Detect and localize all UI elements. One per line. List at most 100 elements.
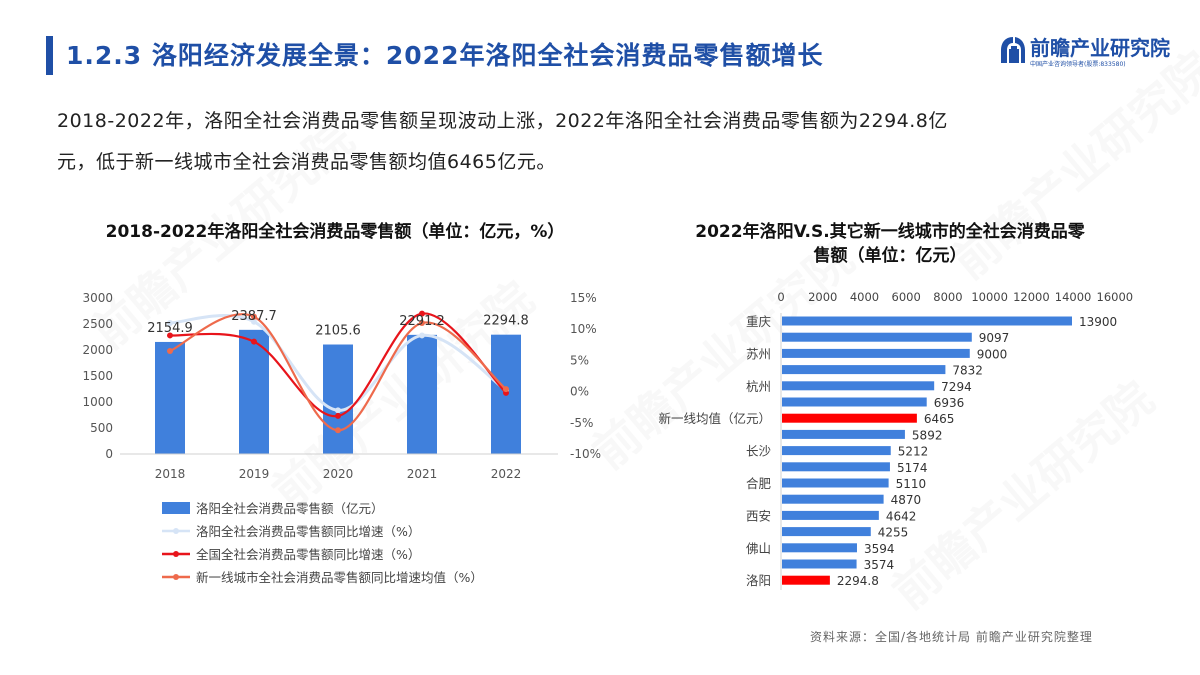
bar	[782, 429, 905, 439]
city-comparison-bar-chart: 0 2000 4000 6000 8000 10000 12000 14000 16000 13…	[658, 290, 1133, 590]
bar	[782, 559, 857, 569]
category-label: 苏州	[746, 346, 771, 361]
data-source-note: 资料来源：全国/各地统计局 前瞻产业研究院整理	[810, 630, 1093, 644]
category-label: 长沙	[746, 444, 772, 459]
y2-tick-label: -5%	[570, 416, 593, 430]
legend-item: 新一线城市全社会消费品零售额同比增速均值（%）	[162, 565, 483, 588]
category-label: 杭州	[746, 379, 771, 394]
summary-line-2: 元，低于新一线城市全社会消费品零售额均值6465亿元。	[57, 151, 556, 173]
summary-line-1: 2018-2022年，洛阳全社会消费品零售额呈现波动上涨，2022年洛阳全社会消…	[57, 110, 948, 132]
right-chart-title: 2022年洛阳V.S.其它新一线城市的全社会消费品零 售额（单位：亿元）	[625, 220, 1155, 268]
line-marker	[419, 319, 425, 326]
y-tick-label: 1500	[82, 369, 113, 383]
y2-tick-label: 5%	[570, 353, 589, 367]
left-y-axis: 0 500 1000 1500 2000 2500 3000	[82, 291, 113, 461]
legend-item: 洛阳全社会消费品零售额同比增速（%）	[162, 519, 483, 542]
y-tick-label: 2000	[82, 343, 113, 357]
x-tick-label: 4000	[850, 290, 879, 304]
left-chart-title: 2018-2022年洛阳全社会消费品零售额（单位：亿元，%）	[105, 222, 565, 242]
bar-value-label: 2294.8	[837, 574, 879, 588]
qianzhan-logo-icon	[1001, 37, 1025, 63]
bar-value-label: 2387.7	[231, 309, 277, 324]
legend-item: 洛阳全社会消费品零售额（亿元）	[162, 496, 483, 519]
logo-name: 前瞻产业研究院	[1030, 36, 1170, 60]
bar	[782, 510, 879, 520]
category-label: 洛阳	[746, 573, 771, 588]
bar	[782, 527, 871, 537]
y2-tick-label: 0%	[570, 385, 589, 399]
bar-series	[155, 329, 521, 454]
bar-value-label: 5892	[912, 428, 943, 442]
bar-value-label: 7832	[952, 364, 983, 378]
line-swatch-icon	[162, 525, 190, 537]
y2-tick-label: 10%	[570, 322, 597, 336]
y2-tick-label: -10%	[570, 447, 601, 461]
bar-value-label: 6465	[924, 412, 955, 426]
bar	[155, 341, 185, 454]
bar-value-label: 5174	[897, 461, 928, 475]
bar	[239, 329, 269, 454]
bar-value-label: 3574	[864, 558, 895, 572]
bar-value-label: 9097	[979, 331, 1010, 345]
legend-label: 洛阳全社会消费品零售额（亿元）	[196, 501, 384, 516]
line-marker	[419, 332, 425, 339]
line-marker	[419, 310, 425, 317]
legend-item: 全国全社会消费品零售额同比增速（%）	[162, 542, 483, 565]
bar	[782, 365, 946, 375]
left-chart-legend: 洛阳全社会消费品零售额（亿元） 洛阳全社会消费品零售额同比增速（%） 全国全社会消费…	[162, 496, 483, 588]
line-marker	[335, 427, 341, 434]
line-series	[167, 310, 509, 434]
x-tick-label: 6000	[892, 290, 921, 304]
x-tick-label: 14000	[1055, 290, 1092, 304]
logo: 前瞻产业研究院 中国产业咨询领导者(股票:833580)	[1000, 32, 1190, 72]
line-marker	[251, 313, 257, 320]
x-axis: 2018 2019 2020 2021 2022	[120, 453, 558, 481]
bar	[782, 446, 891, 456]
x-tick-label: 16000	[1097, 290, 1134, 304]
x-tick-label: 2022	[491, 467, 522, 481]
bar-value-label: 2294.8	[483, 314, 529, 329]
legend-label: 新一线城市全社会消费品零售额同比增速均值（%）	[196, 570, 483, 585]
x-tick-label: 2000	[808, 290, 837, 304]
bar	[782, 381, 935, 391]
bar	[407, 334, 437, 454]
bar	[323, 344, 353, 454]
bar-value-label: 2105.6	[315, 324, 361, 339]
x-axis-top: 0 2000 4000 6000 8000 10000 12000 14000 16000	[777, 290, 1133, 304]
category-label: 佛山	[746, 541, 771, 556]
legend-label: 全国全社会消费品零售额同比增速（%）	[196, 547, 421, 562]
bar-value-label: 2291.2	[399, 314, 445, 329]
page-title: 1.2.3 洛阳经济发展全景：2022年洛阳全社会消费品零售额增长	[66, 41, 824, 70]
bar	[782, 332, 972, 342]
y-tick-label: 0	[105, 447, 113, 461]
bar-value-labels: 2154.9 2387.7 2105.6 2291.2 2294.8	[147, 309, 529, 339]
bar	[782, 348, 970, 358]
bar-value-label: 13900	[1079, 315, 1117, 329]
logo-subtitle: 中国产业咨询领导者(股票:833580)	[1030, 61, 1126, 68]
right-chart-title-line-2: 售额（单位：亿元）	[813, 246, 967, 266]
line-swatch-icon	[162, 548, 190, 560]
category-label: 合肥	[746, 476, 772, 491]
y-tick-label: 3000	[82, 291, 113, 305]
growth-line	[169, 312, 507, 418]
bar	[782, 462, 890, 472]
line-marker	[167, 319, 173, 326]
line-marker	[167, 332, 173, 339]
line-marker	[335, 407, 341, 414]
y-tick-label: 1000	[82, 395, 113, 409]
bar-value-label: 2154.9	[147, 321, 193, 336]
line-marker	[251, 338, 257, 345]
bar	[782, 543, 857, 553]
bar	[782, 413, 917, 423]
legend-label: 洛阳全社会消费品零售额同比增速（%）	[196, 524, 421, 539]
x-tick-label: 10000	[971, 290, 1008, 304]
category-label: 新一线均值（亿元）	[658, 411, 771, 426]
x-tick-label: 12000	[1013, 290, 1050, 304]
bar	[782, 494, 884, 504]
y-tick-label: 2500	[82, 317, 113, 331]
summary-text: 2018-2022年，洛阳全社会消费品零售额呈现波动上涨，2022年洛阳全社会消…	[57, 101, 1157, 183]
bar-value-label: 4255	[878, 526, 909, 540]
right-chart-title-line-1: 2022年洛阳V.S.其它新一线城市的全社会消费品零	[695, 222, 1085, 242]
bar	[782, 575, 830, 585]
y2-tick-label: 15%	[570, 291, 597, 305]
